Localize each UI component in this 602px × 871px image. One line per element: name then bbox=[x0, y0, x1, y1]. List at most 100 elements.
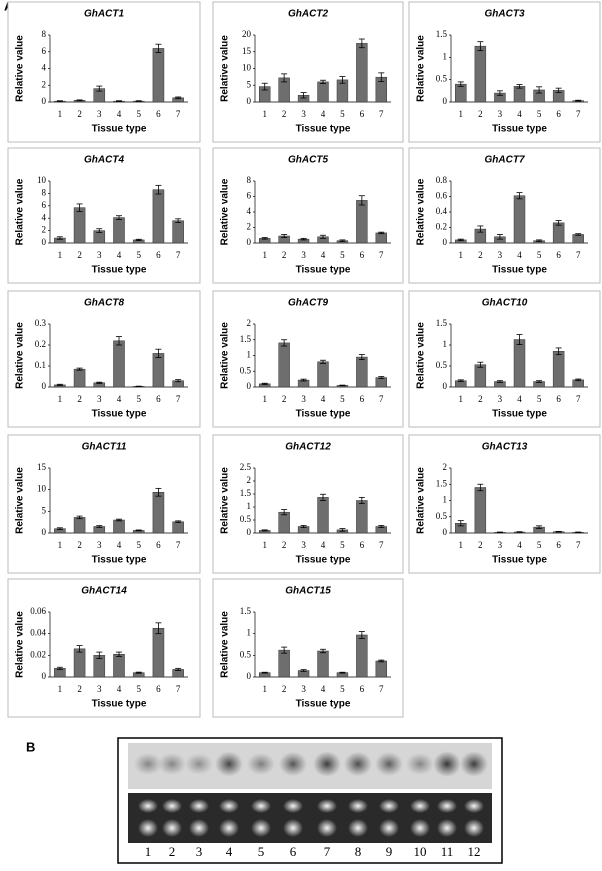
x-tick-label: 6 bbox=[156, 394, 161, 404]
y-tick-label: 1 bbox=[443, 339, 448, 349]
x-tick-label: 7 bbox=[576, 394, 581, 404]
y-tick-label: 0.3 bbox=[35, 318, 47, 328]
lane-label: 8 bbox=[355, 844, 362, 859]
blot-band bbox=[344, 752, 372, 777]
x-tick-label: 1 bbox=[262, 250, 267, 260]
x-tick-label: 3 bbox=[97, 540, 102, 550]
x-tick-label: 2 bbox=[282, 684, 287, 694]
bar bbox=[514, 86, 525, 102]
bar bbox=[153, 492, 164, 533]
x-tick-label: 7 bbox=[379, 250, 384, 260]
y-tick-label: 0 bbox=[443, 237, 448, 247]
y-tick-label: 0.5 bbox=[240, 649, 252, 659]
chart-title: GhACT12 bbox=[285, 442, 331, 453]
panel-frame bbox=[213, 435, 403, 573]
lane-label: 7 bbox=[324, 844, 331, 859]
chart-title: GhACT3 bbox=[485, 9, 525, 20]
y-tick-label: 0 bbox=[42, 381, 47, 391]
x-tick-label: 3 bbox=[97, 394, 102, 404]
blot-band bbox=[313, 751, 341, 777]
blot-band bbox=[247, 753, 275, 775]
x-tick-label: 4 bbox=[517, 109, 522, 119]
x-tick-label: 1 bbox=[262, 684, 267, 694]
bar bbox=[356, 200, 367, 243]
blot-band bbox=[460, 751, 488, 777]
panel-frame bbox=[409, 435, 600, 573]
y-axis-title: Relative value bbox=[220, 467, 231, 534]
y-tick-label: 1.5 bbox=[240, 606, 252, 616]
y-tick-label: 0 bbox=[443, 527, 448, 537]
rrna-band bbox=[317, 799, 337, 813]
chart-title: GhACT15 bbox=[285, 586, 331, 597]
x-tick-label: 4 bbox=[117, 684, 122, 694]
x-tick-label: 7 bbox=[379, 109, 384, 119]
x-tick-label: 6 bbox=[360, 684, 365, 694]
x-tick-label: 4 bbox=[517, 540, 522, 550]
y-tick-label: 10 bbox=[242, 63, 252, 73]
y-tick-label: 0.06 bbox=[30, 606, 46, 616]
x-tick-label: 6 bbox=[156, 540, 161, 550]
y-tick-label: 5 bbox=[42, 505, 47, 515]
y-tick-label: 1 bbox=[247, 501, 252, 511]
lane-label: 6 bbox=[290, 844, 297, 859]
blot-band bbox=[406, 753, 434, 775]
rrna-band bbox=[437, 819, 457, 837]
error-bar bbox=[517, 532, 523, 533]
y-tick-label: 10 bbox=[37, 484, 47, 494]
y-tick-label: 0 bbox=[42, 671, 47, 681]
x-tick-label: 5 bbox=[136, 109, 141, 119]
y-tick-label: 6 bbox=[42, 46, 47, 56]
x-axis-title: Tissue type bbox=[492, 555, 547, 566]
x-tick-label: 2 bbox=[77, 109, 82, 119]
bar bbox=[356, 357, 367, 387]
rrna-band bbox=[464, 799, 484, 813]
y-tick-label: 4 bbox=[42, 63, 47, 73]
blot-band bbox=[433, 751, 461, 777]
y-tick-label: 1 bbox=[247, 350, 252, 360]
bar bbox=[475, 46, 486, 102]
x-tick-label: 1 bbox=[459, 109, 464, 119]
y-axis-title: Relative value bbox=[220, 611, 231, 678]
y-axis-title: Relative value bbox=[416, 178, 427, 245]
panel-frame bbox=[409, 291, 600, 427]
x-tick-label: 7 bbox=[176, 394, 181, 404]
lane-label: 1 bbox=[145, 844, 152, 859]
x-axis-title: Tissue type bbox=[92, 555, 147, 566]
x-tick-label: 7 bbox=[576, 540, 581, 550]
y-tick-label: 6 bbox=[247, 191, 252, 201]
x-tick-label: 3 bbox=[498, 394, 503, 404]
bar bbox=[74, 649, 85, 677]
x-tick-label: 1 bbox=[262, 109, 267, 119]
rrna-band bbox=[379, 819, 399, 837]
x-tick-label: 3 bbox=[97, 250, 102, 260]
bar bbox=[475, 365, 486, 387]
error-bar bbox=[556, 531, 562, 532]
lane-label: 9 bbox=[386, 844, 393, 859]
chart-title: GhACT5 bbox=[288, 155, 328, 166]
chart-title: GhACT2 bbox=[288, 9, 328, 20]
bar bbox=[153, 190, 164, 243]
lane-label: 10 bbox=[414, 844, 427, 859]
x-axis-title: Tissue type bbox=[92, 409, 147, 420]
x-tick-label: 2 bbox=[282, 540, 287, 550]
y-tick-label: 0 bbox=[247, 527, 252, 537]
y-tick-label: 0.6 bbox=[436, 191, 448, 201]
y-axis-title: Relative value bbox=[220, 322, 231, 389]
y-tick-label: 1.5 bbox=[240, 334, 252, 344]
x-tick-label: 5 bbox=[136, 394, 141, 404]
x-tick-label: 2 bbox=[77, 540, 82, 550]
x-tick-label: 4 bbox=[517, 250, 522, 260]
x-tick-label: 4 bbox=[321, 250, 326, 260]
bar bbox=[553, 223, 564, 243]
bar bbox=[74, 517, 85, 533]
x-tick-label: 7 bbox=[176, 684, 181, 694]
x-tick-label: 2 bbox=[478, 109, 483, 119]
y-tick-label: 8 bbox=[42, 29, 47, 39]
panel-frame bbox=[8, 148, 200, 283]
y-tick-label: 0.2 bbox=[35, 339, 46, 349]
x-tick-label: 6 bbox=[360, 540, 365, 550]
